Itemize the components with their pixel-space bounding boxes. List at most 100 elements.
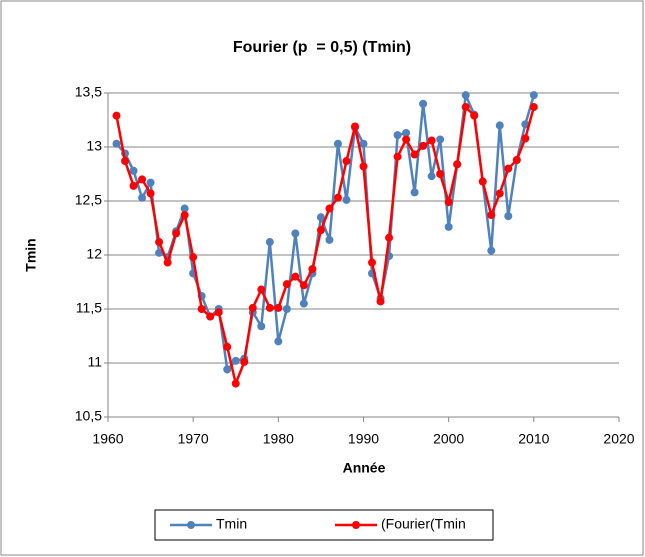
x-tick-label: 2000: [433, 431, 464, 447]
data-point: [402, 135, 411, 144]
y-tick-label: 11: [87, 354, 102, 370]
data-point: [316, 213, 325, 222]
data-point: [504, 164, 513, 173]
data-point: [172, 229, 181, 238]
data-point: [504, 212, 513, 221]
y-tick-label: 13,5: [75, 84, 102, 100]
y-axis-label: Tmin: [23, 238, 39, 271]
data-point: [316, 226, 325, 235]
y-tick-label: 13: [86, 138, 102, 154]
data-point: [410, 150, 419, 159]
data-point: [325, 204, 334, 213]
x-tick-label: 1990: [348, 431, 379, 447]
data-point: [402, 128, 411, 137]
data-point: [427, 172, 436, 181]
data-point: [478, 177, 487, 186]
data-point: [282, 280, 291, 289]
data-point: [342, 157, 351, 166]
data-point: [461, 103, 470, 112]
data-point: [495, 189, 504, 198]
data-point: [393, 152, 402, 161]
data-point: [282, 305, 291, 313]
y-tick-label: 10,5: [75, 408, 102, 424]
data-point: [180, 211, 189, 220]
legend-label: (Fourier(Tmin: [381, 516, 466, 532]
data-point: [112, 139, 121, 148]
data-point: [257, 322, 266, 331]
data-point: [231, 356, 240, 365]
data-point: [155, 238, 164, 247]
data-point: [529, 91, 538, 100]
x-tick-label: 1960: [92, 431, 123, 447]
data-point: [197, 305, 206, 313]
data-point: [138, 193, 147, 202]
data-point: [274, 337, 283, 346]
x-tick-label: 2010: [518, 431, 549, 447]
data-point: [427, 136, 436, 145]
data-point: [529, 103, 538, 112]
data-point: [129, 181, 138, 190]
data-point: [240, 357, 249, 366]
x-tick-label: 2020: [603, 431, 634, 447]
data-point: [419, 141, 428, 150]
legend-swatch-marker: [187, 521, 195, 529]
data-point: [393, 131, 402, 140]
data-point: [146, 178, 155, 187]
data-point: [146, 189, 155, 198]
data-point: [274, 303, 283, 312]
data-point: [385, 233, 394, 242]
legend-swatch-marker: [352, 521, 360, 529]
data-point: [487, 211, 496, 220]
data-point: [444, 198, 453, 207]
data-point: [121, 157, 130, 166]
data-point: [163, 258, 172, 267]
data-point: [487, 246, 496, 255]
data-point: [350, 122, 359, 131]
data-point: [453, 160, 462, 169]
data-point: [325, 235, 334, 244]
data-point: [223, 342, 232, 351]
data-point: [299, 299, 308, 308]
data-point: [155, 248, 164, 257]
data-point: [410, 188, 419, 197]
data-point: [436, 170, 445, 178]
data-point: [129, 166, 138, 175]
data-point: [206, 312, 215, 321]
y-tick-label: 12,5: [75, 192, 102, 208]
data-point: [342, 195, 351, 204]
data-point: [138, 175, 147, 184]
data-point: [512, 155, 521, 164]
x-tick-label: 1980: [263, 431, 294, 447]
data-point: [214, 308, 223, 317]
data-point: [308, 265, 317, 274]
series-line: [115, 104, 536, 388]
data-point: [368, 258, 377, 267]
data-point: [333, 193, 342, 202]
data-point: [521, 134, 530, 143]
legend-label: Tmin: [216, 516, 247, 532]
data-point: [333, 139, 342, 148]
data-point: [180, 204, 189, 213]
data-point: [299, 281, 308, 290]
data-point: [444, 222, 453, 231]
data-point: [223, 365, 232, 374]
data-point: [265, 303, 274, 312]
data-point: [461, 91, 470, 100]
data-point: [376, 297, 385, 306]
data-point: [189, 253, 198, 262]
data-point: [470, 111, 479, 120]
data-point: [359, 139, 368, 148]
x-tick-label: 1970: [178, 431, 209, 447]
data-point: [291, 229, 300, 238]
data-point: [291, 272, 300, 281]
data-point: [257, 285, 266, 294]
chart-title: Fourier (p = 0,5) (Tmin): [233, 39, 411, 56]
data-point: [265, 238, 274, 247]
data-point: [359, 162, 368, 171]
x-axis-label: Année: [343, 460, 386, 476]
data-point: [436, 135, 445, 144]
data-point: [112, 111, 121, 120]
y-tick-label: 12: [86, 246, 102, 262]
data-point: [419, 99, 428, 108]
